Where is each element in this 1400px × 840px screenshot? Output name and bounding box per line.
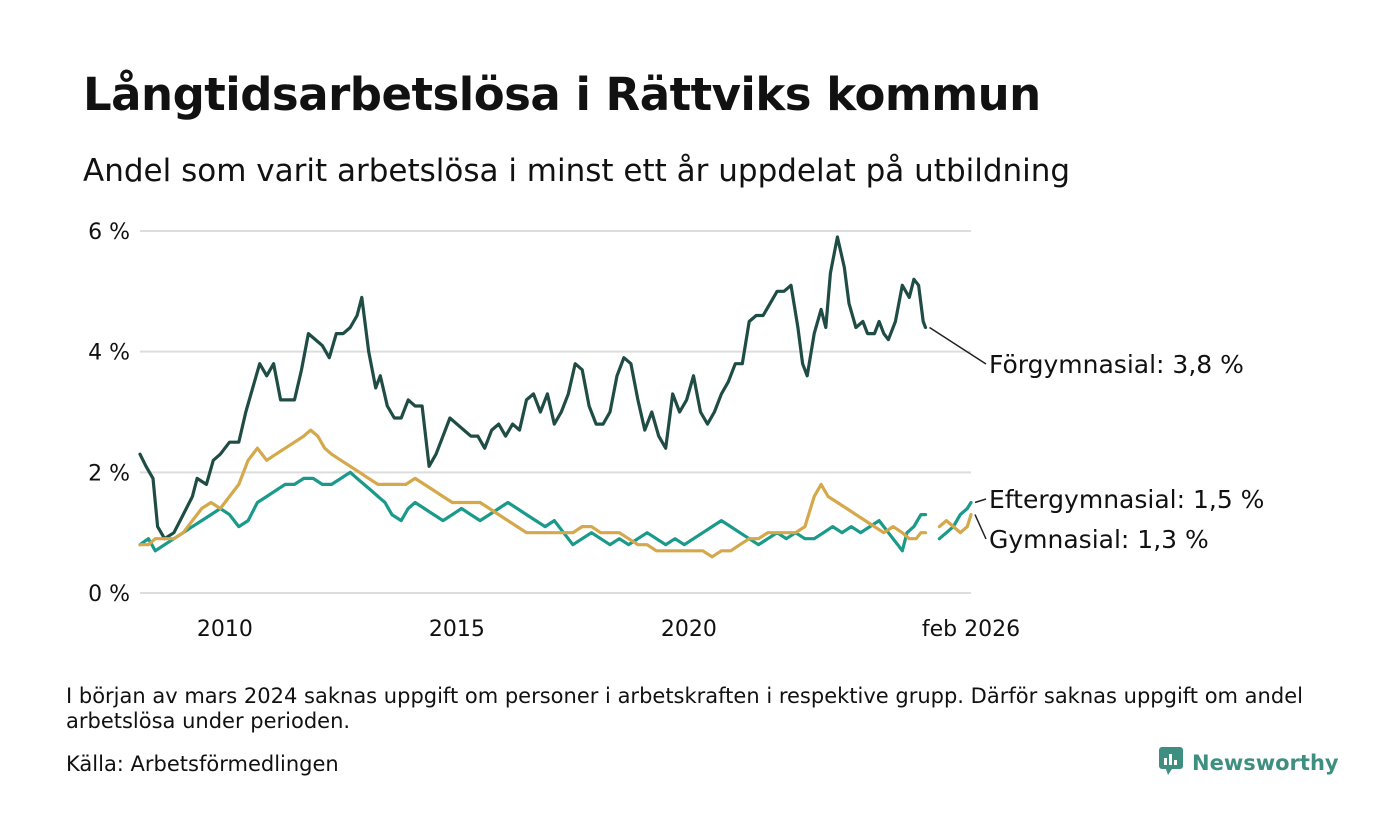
y-axis-ticks: 0 % 2 % 4 % 6 % bbox=[88, 220, 130, 607]
series-line-gymnasial bbox=[138, 428, 928, 559]
series-line-eftergymnasial bbox=[138, 470, 928, 553]
footnote: I början av mars 2024 saknas uppgift om … bbox=[66, 684, 1303, 733]
label-leader-eftergymnasial bbox=[974, 498, 987, 504]
page-title: Långtidsarbetslösa i Rättviks kommun bbox=[83, 68, 1041, 121]
series-line-gymnasial bbox=[937, 513, 973, 535]
x-tick-label: 2020 bbox=[661, 617, 717, 642]
series-labels: Förgymnasial: 3,8 % Eftergymnasial: 1,5 %… bbox=[929, 326, 1264, 554]
x-tick-label: 2010 bbox=[197, 617, 253, 642]
page-subtitle: Andel som varit arbetslösa i minst ett å… bbox=[83, 153, 1071, 189]
series-lines bbox=[138, 235, 973, 559]
series-label-förgymnasial: Förgymnasial: 3,8 % bbox=[989, 350, 1244, 379]
y-tick-label: 2 % bbox=[88, 461, 130, 486]
label-leader-förgymnasial bbox=[929, 326, 987, 365]
series-line-förgymnasial bbox=[138, 235, 928, 541]
y-tick-label: 0 % bbox=[88, 582, 130, 607]
y-tick-label: 6 % bbox=[88, 220, 130, 245]
series-line-eftergymnasial bbox=[937, 500, 973, 541]
y-tick-label: 4 % bbox=[88, 341, 130, 366]
brand-name: Newsworthy bbox=[1192, 751, 1339, 775]
grid-lines bbox=[140, 230, 971, 594]
label-leader-gymnasial bbox=[974, 514, 987, 540]
x-tick-label: 2015 bbox=[429, 617, 485, 642]
newsworthy-logo-icon bbox=[1158, 746, 1184, 780]
newsworthy-brand[interactable]: Newsworthy bbox=[1158, 746, 1339, 780]
x-axis-ticks: 2010 2015 2020 feb 2026 bbox=[197, 617, 1020, 642]
series-label-eftergymnasial: Eftergymnasial: 1,5 % bbox=[989, 485, 1264, 514]
series-label-gymnasial: Gymnasial: 1,3 % bbox=[989, 525, 1209, 554]
source-credit: Källa: Arbetsförmedlingen bbox=[66, 752, 339, 776]
x-tick-label: feb 2026 bbox=[922, 617, 1020, 642]
